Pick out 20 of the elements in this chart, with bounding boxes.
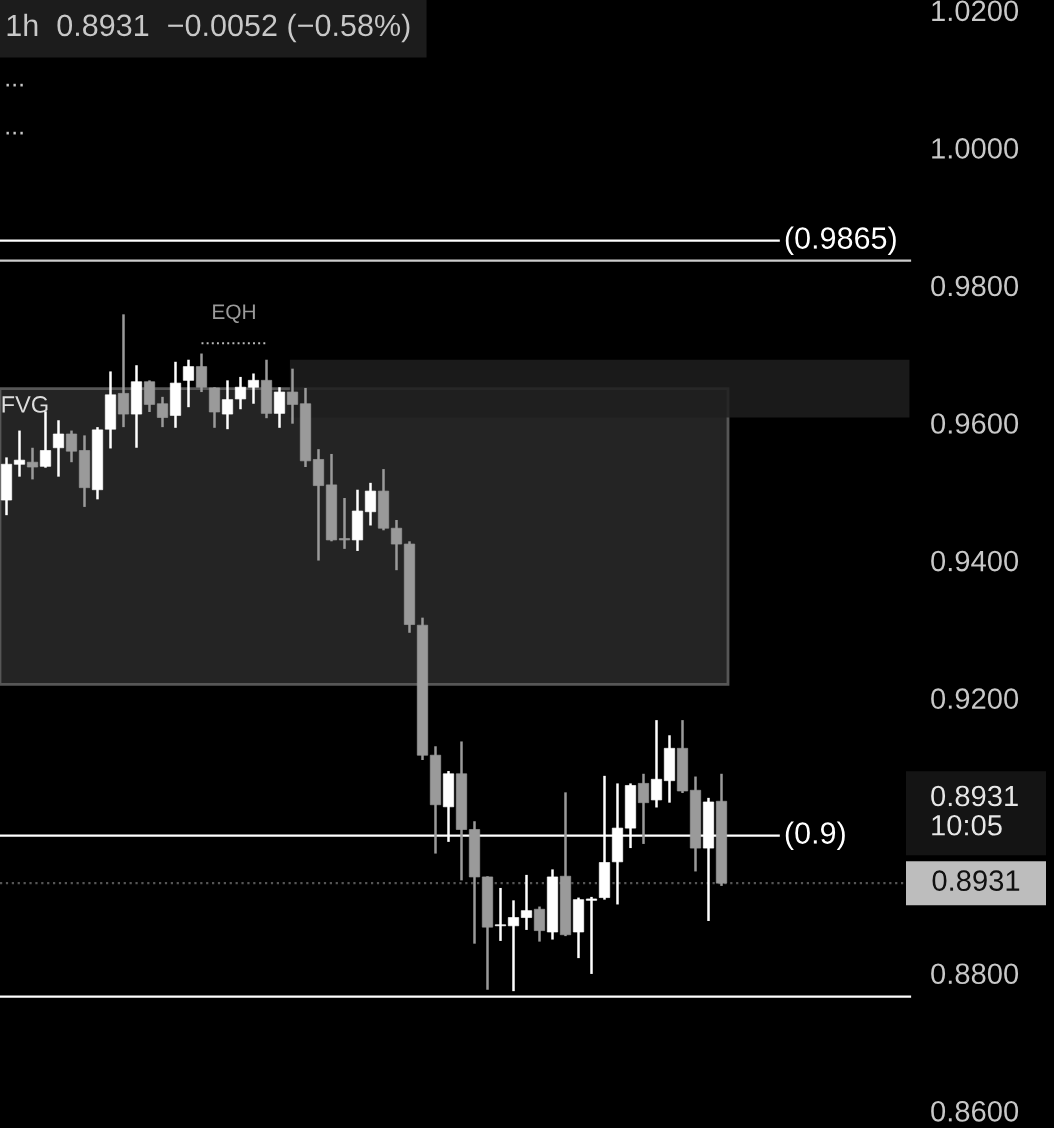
chart-title: 1h 0.8931 −0.0052 (−0.58%): [7, 13, 410, 43]
y-tick-label: 0.8800: [931, 963, 1019, 985]
candlestick: [585, 895, 598, 976]
annotation: EQH: [213, 304, 255, 323]
y-tick-label: 1.0000: [932, 138, 1019, 159]
ref-line-label: (0.9): [785, 821, 845, 850]
annotation: ...: [6, 131, 23, 135]
band-label: FVG: [2, 396, 48, 413]
y-tick-label: 0.8600: [931, 1101, 1019, 1122]
annotation: ...: [6, 83, 23, 87]
ref-line-label: 0.8931: [932, 870, 1020, 891]
y-tick-label: 0.9200: [931, 688, 1019, 709]
y-tick-label: 1.0200: [932, 0, 1019, 22]
y-tick-label: 0.9600: [931, 413, 1019, 434]
y-tick-label: 0.9800: [931, 275, 1019, 297]
text: 0.8931 10:05: [931, 785, 1018, 836]
candlestick: [13, 429, 26, 478]
y-tick-label: 0.9400: [931, 550, 1019, 572]
ref-line-label: (0.9865): [785, 226, 896, 255]
candlestick: [338, 496, 351, 551]
